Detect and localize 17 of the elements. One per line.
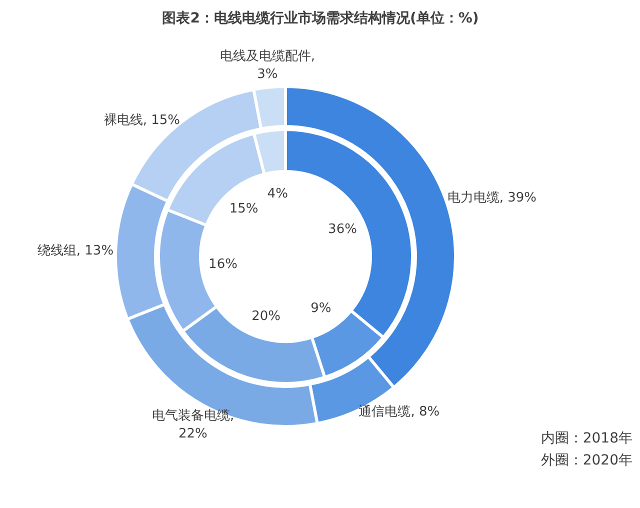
data-label: 9% [310,301,332,316]
data-label: 16% [208,256,238,272]
chart-title: 图表2：电线电缆行业市场需求结构情况(单位：%) [162,10,479,26]
category-label: 电气装备电缆, [152,408,234,424]
category-label: 电线及电缆配件, [220,48,316,64]
category-label: 通信电缆, 8% [358,404,440,420]
text: 3% [257,66,278,82]
category-label: 电力电缆, 39% [447,190,537,206]
data-label: 36% [328,222,357,238]
slice-label: 裸电线, 15% [104,113,180,128]
data-label: 15% [229,202,258,217]
text: 22% [178,426,208,442]
data-label: 4% [267,186,288,202]
category-label: 绕线组, 13% [37,244,114,259]
data-label: 20% [252,308,280,324]
text: 内圈：2018年 [540,430,633,446]
text: 外圈：2020年 [540,452,633,468]
